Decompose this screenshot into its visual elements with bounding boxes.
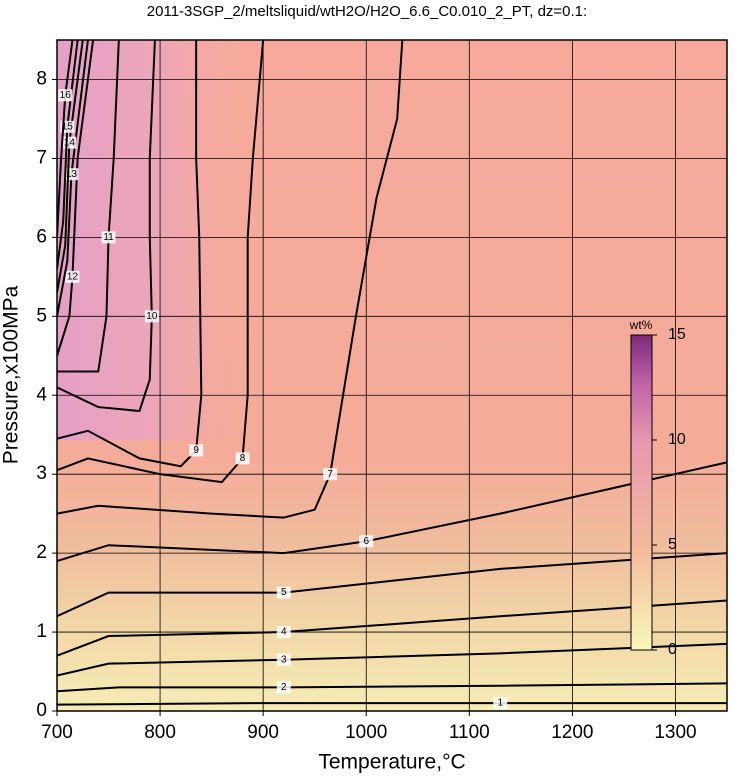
contour-label: 12: [67, 271, 79, 282]
colorbar-tick-label: 15: [668, 326, 686, 343]
plot-frame: [56, 39, 728, 712]
colorbar-label: wt%: [629, 318, 653, 332]
contour-label: 13: [66, 169, 78, 180]
x-tick-label: 1300: [654, 722, 696, 743]
contour-label: 2: [281, 682, 287, 693]
contour-line: [57, 461, 727, 562]
contour-label-bg: [276, 653, 291, 666]
y-tick-label: 2: [36, 542, 47, 563]
x-tick-label: 800: [144, 722, 176, 743]
contour-label: 5: [281, 587, 287, 598]
contour-label-bg: [235, 452, 250, 465]
contour-label-bg: [493, 697, 508, 710]
y-tick-label: 7: [36, 147, 47, 168]
colorbar-tick-label: 0: [668, 641, 677, 658]
contour-label-bg: [65, 270, 80, 283]
contour-line: [57, 40, 89, 317]
contour-line: [57, 40, 79, 270]
contour-label: 7: [327, 469, 333, 480]
contour-line: [57, 40, 156, 413]
x-tick-label: 700: [41, 722, 73, 743]
y-axis-label: Pressure,x100MPa: [0, 285, 23, 464]
contour-label: 16: [60, 90, 72, 101]
contour-line: [57, 40, 404, 519]
y-tick-label: 4: [36, 384, 47, 405]
contour-label-bg: [58, 89, 73, 102]
contour-label-bg: [276, 681, 291, 694]
y-tick-label: 8: [36, 68, 47, 89]
contour-label: 1: [497, 698, 503, 709]
x-tick-label: 1100: [449, 722, 490, 743]
y-tick-label: 3: [36, 463, 47, 484]
contour-label-bg: [144, 310, 159, 323]
contour-label-bg: [189, 444, 204, 457]
y-tick-label: 6: [36, 226, 47, 247]
chart-title: 2011-3SGP_2/meltsliquid/wtH2O/H2O_6.6_C0…: [147, 3, 587, 20]
colorbar: [630, 334, 653, 651]
y-tick-label: 1: [36, 621, 47, 642]
x-tick-label: 1000: [345, 722, 387, 743]
contour-label: 10: [146, 311, 158, 322]
contour-label-bg: [323, 468, 338, 481]
contour-label: 3: [281, 654, 287, 665]
contour-label-bg: [101, 231, 116, 244]
contour-label: 14: [64, 137, 76, 148]
contour-label-bg: [276, 586, 291, 599]
contour-label-bg: [359, 535, 374, 548]
contour-label: 15: [62, 121, 74, 132]
grid: [57, 40, 727, 711]
contour-label: 6: [363, 536, 369, 547]
colorbar-tick-label: 5: [668, 536, 677, 553]
contour-label: 8: [240, 453, 246, 464]
x-tick-label: 1200: [551, 722, 593, 743]
colorbar-tick-label: 10: [668, 431, 686, 448]
contour-label: 4: [281, 627, 287, 638]
contour-line: [57, 40, 120, 373]
contour-label: 9: [193, 445, 199, 456]
y-tick-label: 5: [36, 305, 47, 326]
y-tick-label: 0: [36, 700, 47, 721]
contour-line: [57, 702, 727, 706]
contour-label-bg: [276, 626, 291, 639]
contour-label: 11: [103, 232, 114, 243]
x-tick-label: 900: [247, 722, 279, 743]
contour-line: [57, 40, 74, 238]
contour-line: [57, 40, 84, 293]
x-axis-label: Temperature,°C: [318, 751, 465, 774]
